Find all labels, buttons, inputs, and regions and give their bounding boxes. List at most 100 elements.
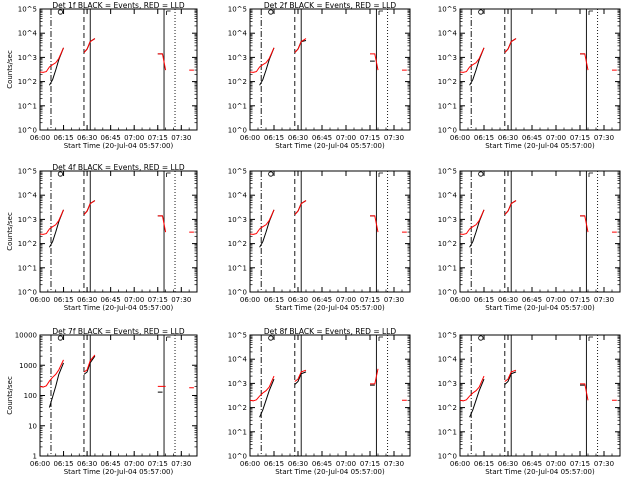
y-tick-label: 10^5 (438, 6, 457, 14)
y-tick-label: 10^4 (18, 30, 38, 38)
x-axis-label: Start Time (20-Jul-04 05:57:00) (485, 468, 595, 476)
y-tick-label: 1 (33, 453, 37, 461)
y-tick-label: 10^3 (18, 216, 37, 224)
x-tick-label: 06:45 (101, 460, 121, 468)
y-tick-label: 10^0 (438, 453, 457, 461)
top-bracket-marker (378, 172, 383, 177)
y-tick-label: 10^2 (18, 240, 37, 248)
y-tick-label: 10^5 (18, 6, 37, 14)
y-tick-label: 100 (24, 392, 37, 400)
y-tick-label: 10^0 (438, 289, 457, 297)
top-bracket-marker (588, 10, 593, 15)
chart-title: Det 1f BLACK = Events, RED = LLD (52, 1, 185, 10)
top-bracket-marker (378, 10, 383, 15)
panel-8: 10^0 10^1 10^2 10^3 10^4 10^5 06:00 06:15 06:30 0… (228, 327, 411, 476)
x-tick-label: 07:30 (594, 134, 614, 142)
top-bracket-marker (588, 172, 593, 177)
top-circle-marker (478, 171, 484, 177)
y-tick-label: 10^2 (228, 404, 247, 412)
y-tick-label: 10^0 (18, 289, 37, 297)
y-tick-label: 10^4 (228, 356, 248, 364)
series-lld (249, 200, 407, 235)
plot-frame (459, 8, 621, 131)
x-tick-label: 06:45 (312, 134, 332, 142)
x-axis-label: Start Time (20-Jul-04 05:57:00) (275, 304, 385, 312)
y-tick-label: 10^5 (18, 168, 37, 176)
x-tick-label: 07:00 (336, 296, 356, 304)
x-tick-label: 07:30 (171, 296, 191, 304)
x-tick-label: 06:15 (264, 296, 284, 304)
top-bracket-marker (166, 336, 171, 341)
top-circle-marker (478, 9, 484, 15)
x-tick-label: 07:15 (570, 134, 590, 142)
x-tick-label: 06:30 (77, 460, 97, 468)
x-tick-label: 07:00 (546, 296, 566, 304)
x-axis-label: Start Time (20-Jul-04 05:57:00) (64, 304, 174, 312)
y-tick-label: 10^3 (228, 380, 247, 388)
x-tick-label: 07:30 (594, 460, 614, 468)
top-circle-marker (57, 9, 64, 15)
x-tick-label: 06:30 (498, 296, 518, 304)
y-tick-label: 10^3 (228, 54, 247, 62)
y-tick-label: 1000 (19, 362, 37, 370)
x-tick-label: 06:30 (498, 460, 518, 468)
y-tick-label: 10^5 (228, 6, 247, 14)
x-tick-label: 06:45 (522, 296, 542, 304)
x-tick-label: 07:15 (570, 460, 590, 468)
y-tick-label: 10^5 (228, 168, 247, 176)
panel-4: 10^0 10^1 10^2 10^3 10^4 10^5 06:00 06:15 06:30 0… (6, 163, 198, 312)
series-events (469, 200, 585, 248)
x-tick-label: 06:00 (30, 460, 50, 468)
y-axis-label: Counts/sec (6, 376, 14, 415)
series-events (48, 355, 163, 408)
y-tick-label: 10^4 (438, 356, 458, 364)
x-tick-label: 06:15 (474, 296, 494, 304)
x-tick-label: 07:00 (336, 460, 356, 468)
series-lld (459, 38, 617, 73)
chart-title: Det 8f BLACK = Events, RED = LLD (264, 327, 397, 336)
plot-frame (249, 170, 411, 293)
x-axis-label: Start Time (20-Jul-04 05:57:00) (275, 468, 385, 476)
x-tick-label: 07:15 (570, 296, 590, 304)
x-tick-label: 06:45 (522, 134, 542, 142)
x-tick-label: 06:15 (53, 134, 73, 142)
y-tick-label: 10^0 (228, 453, 247, 461)
series-events (469, 38, 585, 86)
top-circle-marker (57, 171, 64, 177)
series-lld (39, 200, 194, 235)
top-bracket-marker (588, 336, 593, 341)
plot-frame (459, 334, 621, 457)
y-tick-label: 10^2 (438, 240, 457, 248)
plot-frame (249, 8, 411, 131)
x-tick-label: 07:15 (360, 460, 380, 468)
y-tick-label: 10^2 (438, 404, 457, 412)
series-events (259, 200, 375, 248)
y-tick-label: 10^1 (438, 102, 457, 110)
series-events (259, 40, 375, 86)
plot-frame (39, 8, 198, 131)
x-tick-label: 06:00 (450, 296, 470, 304)
plot-frame (39, 334, 198, 457)
panel-9: 10^0 10^1 10^2 10^3 10^4 10^5 06:00 06:15 06:30 0… (438, 332, 621, 476)
x-tick-label: 07:15 (360, 296, 380, 304)
top-bracket-marker (166, 10, 171, 15)
y-tick-label: 10000 (15, 332, 37, 340)
series-lld (249, 368, 407, 402)
y-tick-label: 10^1 (228, 428, 247, 436)
series-lld (459, 200, 617, 235)
y-axis-label: Counts/sec (6, 50, 14, 89)
x-tick-label: 06:30 (288, 296, 308, 304)
x-tick-label: 06:45 (101, 134, 121, 142)
x-tick-label: 06:30 (77, 134, 97, 142)
y-tick-label: 10^0 (228, 289, 247, 297)
x-tick-label: 06:00 (30, 296, 50, 304)
plot-frame (459, 170, 621, 293)
series-lld (459, 369, 617, 402)
x-tick-label: 06:30 (77, 296, 97, 304)
x-tick-label: 06:15 (53, 460, 73, 468)
series-events (48, 200, 163, 248)
chart-title: Det 4f BLACK = Events, RED = LLD (52, 163, 185, 172)
x-tick-label: 06:00 (240, 134, 260, 142)
panel-3: 10^0 10^1 10^2 10^3 10^4 10^5 06:00 06:15 06:30 0… (438, 6, 621, 150)
